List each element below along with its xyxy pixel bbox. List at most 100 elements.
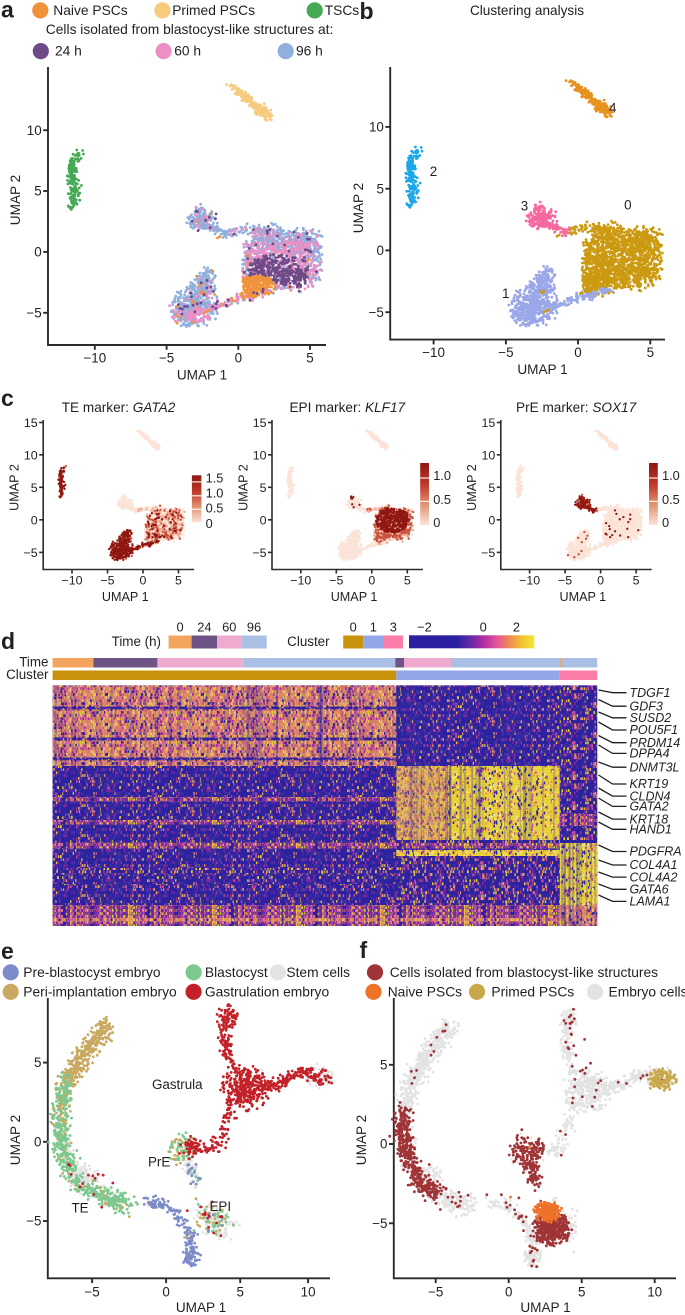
svg-text:5: 5 xyxy=(31,481,38,495)
svg-text:10: 10 xyxy=(27,123,42,138)
svg-text:f: f xyxy=(360,937,368,963)
svg-text:a: a xyxy=(1,0,14,23)
svg-text:UMAP 1: UMAP 1 xyxy=(102,590,149,604)
svg-text:5: 5 xyxy=(578,1284,585,1299)
svg-text:5: 5 xyxy=(380,1057,387,1072)
svg-text:0.5: 0.5 xyxy=(206,501,224,516)
svg-text:POU5F1: POU5F1 xyxy=(630,723,679,737)
svg-text:60: 60 xyxy=(222,620,236,635)
svg-text:−5: −5 xyxy=(428,1284,443,1299)
svg-text:0: 0 xyxy=(162,1284,169,1299)
svg-text:2: 2 xyxy=(430,164,437,179)
svg-text:15: 15 xyxy=(482,416,496,430)
svg-text:UMAP 1: UMAP 1 xyxy=(177,368,227,383)
svg-text:10: 10 xyxy=(301,1284,316,1299)
svg-text:UMAP 2: UMAP 2 xyxy=(465,464,479,511)
svg-text:c: c xyxy=(1,385,14,411)
svg-text:−5: −5 xyxy=(369,305,384,320)
svg-text:Gastrulation embryo: Gastrulation embryo xyxy=(205,984,330,999)
svg-text:PRDM14: PRDM14 xyxy=(630,736,681,750)
svg-text:−5: −5 xyxy=(372,1216,387,1231)
svg-text:−10: −10 xyxy=(422,345,445,360)
svg-text:d: d xyxy=(1,628,15,654)
svg-text:Naive PSCs: Naive PSCs xyxy=(388,984,462,999)
svg-text:KRT19: KRT19 xyxy=(630,777,669,791)
svg-text:1.0: 1.0 xyxy=(662,468,680,483)
svg-text:DNMT3L: DNMT3L xyxy=(630,760,680,774)
svg-text:Cells isolated from blastocyst: Cells isolated from blastocyst-like stru… xyxy=(46,22,334,37)
svg-text:UMAP 2: UMAP 2 xyxy=(236,464,250,511)
svg-text:15: 15 xyxy=(24,416,38,430)
svg-text:−5: −5 xyxy=(252,546,266,560)
svg-text:−5: −5 xyxy=(100,574,114,588)
svg-text:1.0: 1.0 xyxy=(433,468,451,483)
svg-text:5: 5 xyxy=(633,574,640,588)
svg-text:10: 10 xyxy=(482,448,496,462)
svg-text:−10: −10 xyxy=(83,351,106,366)
svg-text:0: 0 xyxy=(505,1284,512,1299)
svg-text:0: 0 xyxy=(260,513,267,527)
svg-text:10: 10 xyxy=(24,448,38,462)
svg-text:1: 1 xyxy=(370,620,377,635)
svg-text:LAMA1: LAMA1 xyxy=(630,895,671,909)
svg-text:4: 4 xyxy=(609,100,617,115)
svg-text:96: 96 xyxy=(247,620,261,635)
svg-text:24: 24 xyxy=(197,620,211,635)
svg-text:Embryo cells: Embryo cells xyxy=(609,984,685,999)
svg-text:1: 1 xyxy=(502,286,509,301)
svg-text:Stem cells: Stem cells xyxy=(286,965,350,980)
svg-text:−5: −5 xyxy=(26,305,41,320)
svg-text:PrE: PrE xyxy=(148,1155,170,1170)
svg-text:Naive PSCs: Naive PSCs xyxy=(53,3,127,18)
svg-text:10: 10 xyxy=(253,448,267,462)
svg-text:−5: −5 xyxy=(558,574,572,588)
svg-text:e: e xyxy=(1,938,14,964)
svg-text:−10: −10 xyxy=(290,574,311,588)
svg-text:5: 5 xyxy=(34,1055,41,1070)
svg-text:UMAP 2: UMAP 2 xyxy=(8,1115,23,1165)
svg-text:96 h: 96 h xyxy=(296,44,323,59)
svg-text:TE marker: GATA2: TE marker: GATA2 xyxy=(62,400,176,415)
svg-text:Cluster: Cluster xyxy=(287,634,330,649)
svg-text:UMAP 2: UMAP 2 xyxy=(354,1115,369,1165)
svg-text:Primed PSCs: Primed PSCs xyxy=(172,3,255,18)
svg-text:24 h: 24 h xyxy=(55,44,82,59)
svg-text:0: 0 xyxy=(662,515,669,530)
svg-text:5: 5 xyxy=(376,181,383,196)
svg-text:Primed PSCs: Primed PSCs xyxy=(491,984,574,999)
svg-text:Cells isolated from blastocyst: Cells isolated from blastocyst-like stru… xyxy=(390,965,658,980)
svg-text:0: 0 xyxy=(140,574,147,588)
svg-text:UMAP 1: UMAP 1 xyxy=(517,362,567,377)
svg-text:−5: −5 xyxy=(84,1284,99,1299)
svg-text:0.5: 0.5 xyxy=(433,492,451,507)
svg-text:Blastocyst: Blastocyst xyxy=(205,965,268,980)
svg-text:0: 0 xyxy=(34,1134,41,1149)
svg-text:3: 3 xyxy=(521,199,528,214)
svg-text:0: 0 xyxy=(376,243,383,258)
svg-text:CLDN4: CLDN4 xyxy=(630,789,671,803)
svg-text:TDGF1: TDGF1 xyxy=(630,686,671,700)
svg-text:KRT18: KRT18 xyxy=(630,812,669,826)
svg-text:TSCs: TSCs xyxy=(325,3,360,18)
svg-text:UMAP 2: UMAP 2 xyxy=(351,183,366,233)
svg-text:10: 10 xyxy=(369,120,384,135)
svg-text:0: 0 xyxy=(31,513,38,527)
svg-text:b: b xyxy=(360,0,374,24)
svg-text:0: 0 xyxy=(380,1137,387,1152)
svg-text:GATA6: GATA6 xyxy=(630,883,669,897)
svg-text:−10: −10 xyxy=(61,574,82,588)
svg-text:Pre-blastocyst embryo: Pre-blastocyst embryo xyxy=(23,965,161,980)
svg-text:GDF3: GDF3 xyxy=(630,699,663,713)
svg-text:0: 0 xyxy=(480,620,487,635)
svg-text:0: 0 xyxy=(433,515,440,530)
svg-text:UMAP 1: UMAP 1 xyxy=(331,590,378,604)
svg-text:UMAP 1: UMAP 1 xyxy=(176,1300,226,1315)
svg-text:Peri-implantation embryo: Peri-implantation embryo xyxy=(23,984,177,999)
svg-text:1.5: 1.5 xyxy=(206,471,224,486)
svg-text:0: 0 xyxy=(34,245,41,260)
svg-text:0: 0 xyxy=(624,197,631,212)
svg-text:0: 0 xyxy=(597,574,604,588)
svg-text:SUSD2: SUSD2 xyxy=(630,711,672,725)
svg-text:TE: TE xyxy=(72,1201,89,1216)
svg-text:−5: −5 xyxy=(329,574,343,588)
